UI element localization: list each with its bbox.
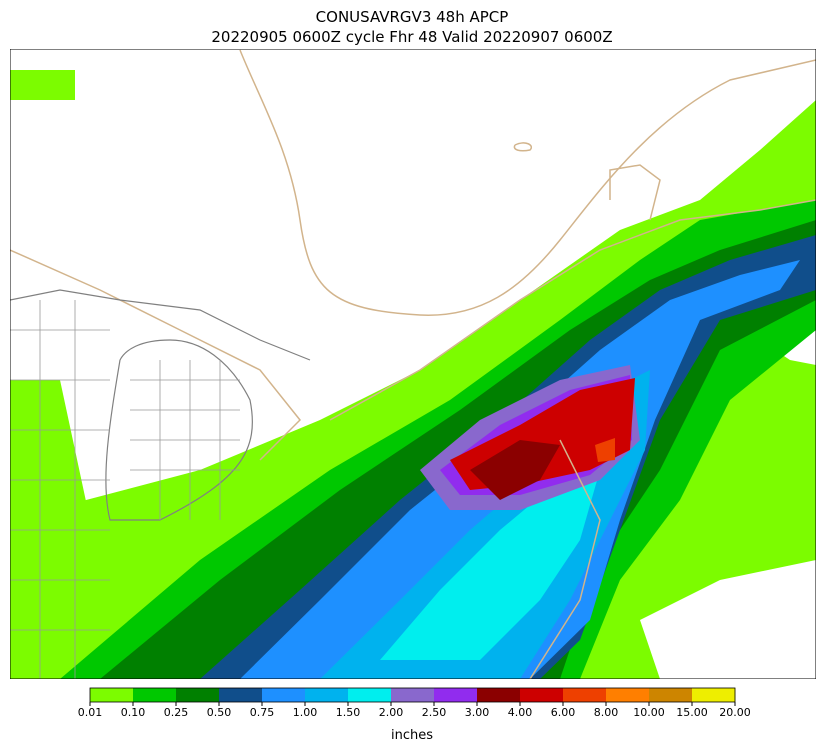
colorbar-tick-label: 0.10 [121,706,146,719]
colorbar-tick-label: 15.00 [676,706,708,719]
precip-area [380,470,600,660]
colorbar-segment [90,688,134,702]
colorbar-segment [606,688,650,702]
colorbar-tick-label: 20.00 [719,706,751,719]
colorbar-segment [133,688,177,702]
coastline [10,49,816,679]
colorbar-segment [348,688,392,702]
map [10,49,816,679]
lake-shore [10,289,311,521]
colorbar-tick-label: 1.50 [336,706,361,719]
colorbar-frame [89,687,736,703]
county-grid [10,300,240,679]
colorbar-segment [391,688,435,702]
colorbar-segment [219,688,263,702]
precip-area [10,380,90,560]
colorbar-tick-label: 3.00 [465,706,490,719]
colorbar-tick-label: 1.00 [293,706,318,719]
precip-area [10,70,75,100]
colorbar-segment [305,688,349,702]
colorbar-segment [520,688,564,702]
colorbar-segment [262,688,306,702]
colorbar-label: inches [391,728,433,743]
colorbar-tick-label: 0.50 [207,706,232,719]
precip-area [640,560,816,679]
colorbar-tick-label: 2.00 [379,706,404,719]
precip-area [470,440,560,500]
colorbar-segment [176,688,220,702]
colorbar-segment [434,688,478,702]
colorbar-tick-label: 2.50 [422,706,447,719]
colorbar-tick-label: 0.25 [164,706,189,719]
colorbar-tick-label: 0.01 [78,706,103,719]
colorbar-tick-label: 10.00 [633,706,665,719]
subtitle: 20220905 0600Z cycle Fhr 48 Valid 202209… [211,28,612,46]
precip-area [595,438,615,462]
colorbar-tick-label: 0.75 [250,706,275,719]
colorbar-segment [692,688,736,702]
colorbar-segment [477,688,521,702]
title: CONUSAVRGV3 48h APCP [316,8,509,26]
colorbar-segment [649,688,693,702]
colorbar-tick-label: 4.00 [508,706,533,719]
colorbar-tick-label: 8.00 [594,706,619,719]
colorbar-segment [563,688,607,702]
colorbar-tick-label: 6.00 [551,706,576,719]
colorbar: 0.01 0.10 0.25 0.50 0.75 1.00 1.50 2.00 2.50 3.00… [78,687,751,719]
